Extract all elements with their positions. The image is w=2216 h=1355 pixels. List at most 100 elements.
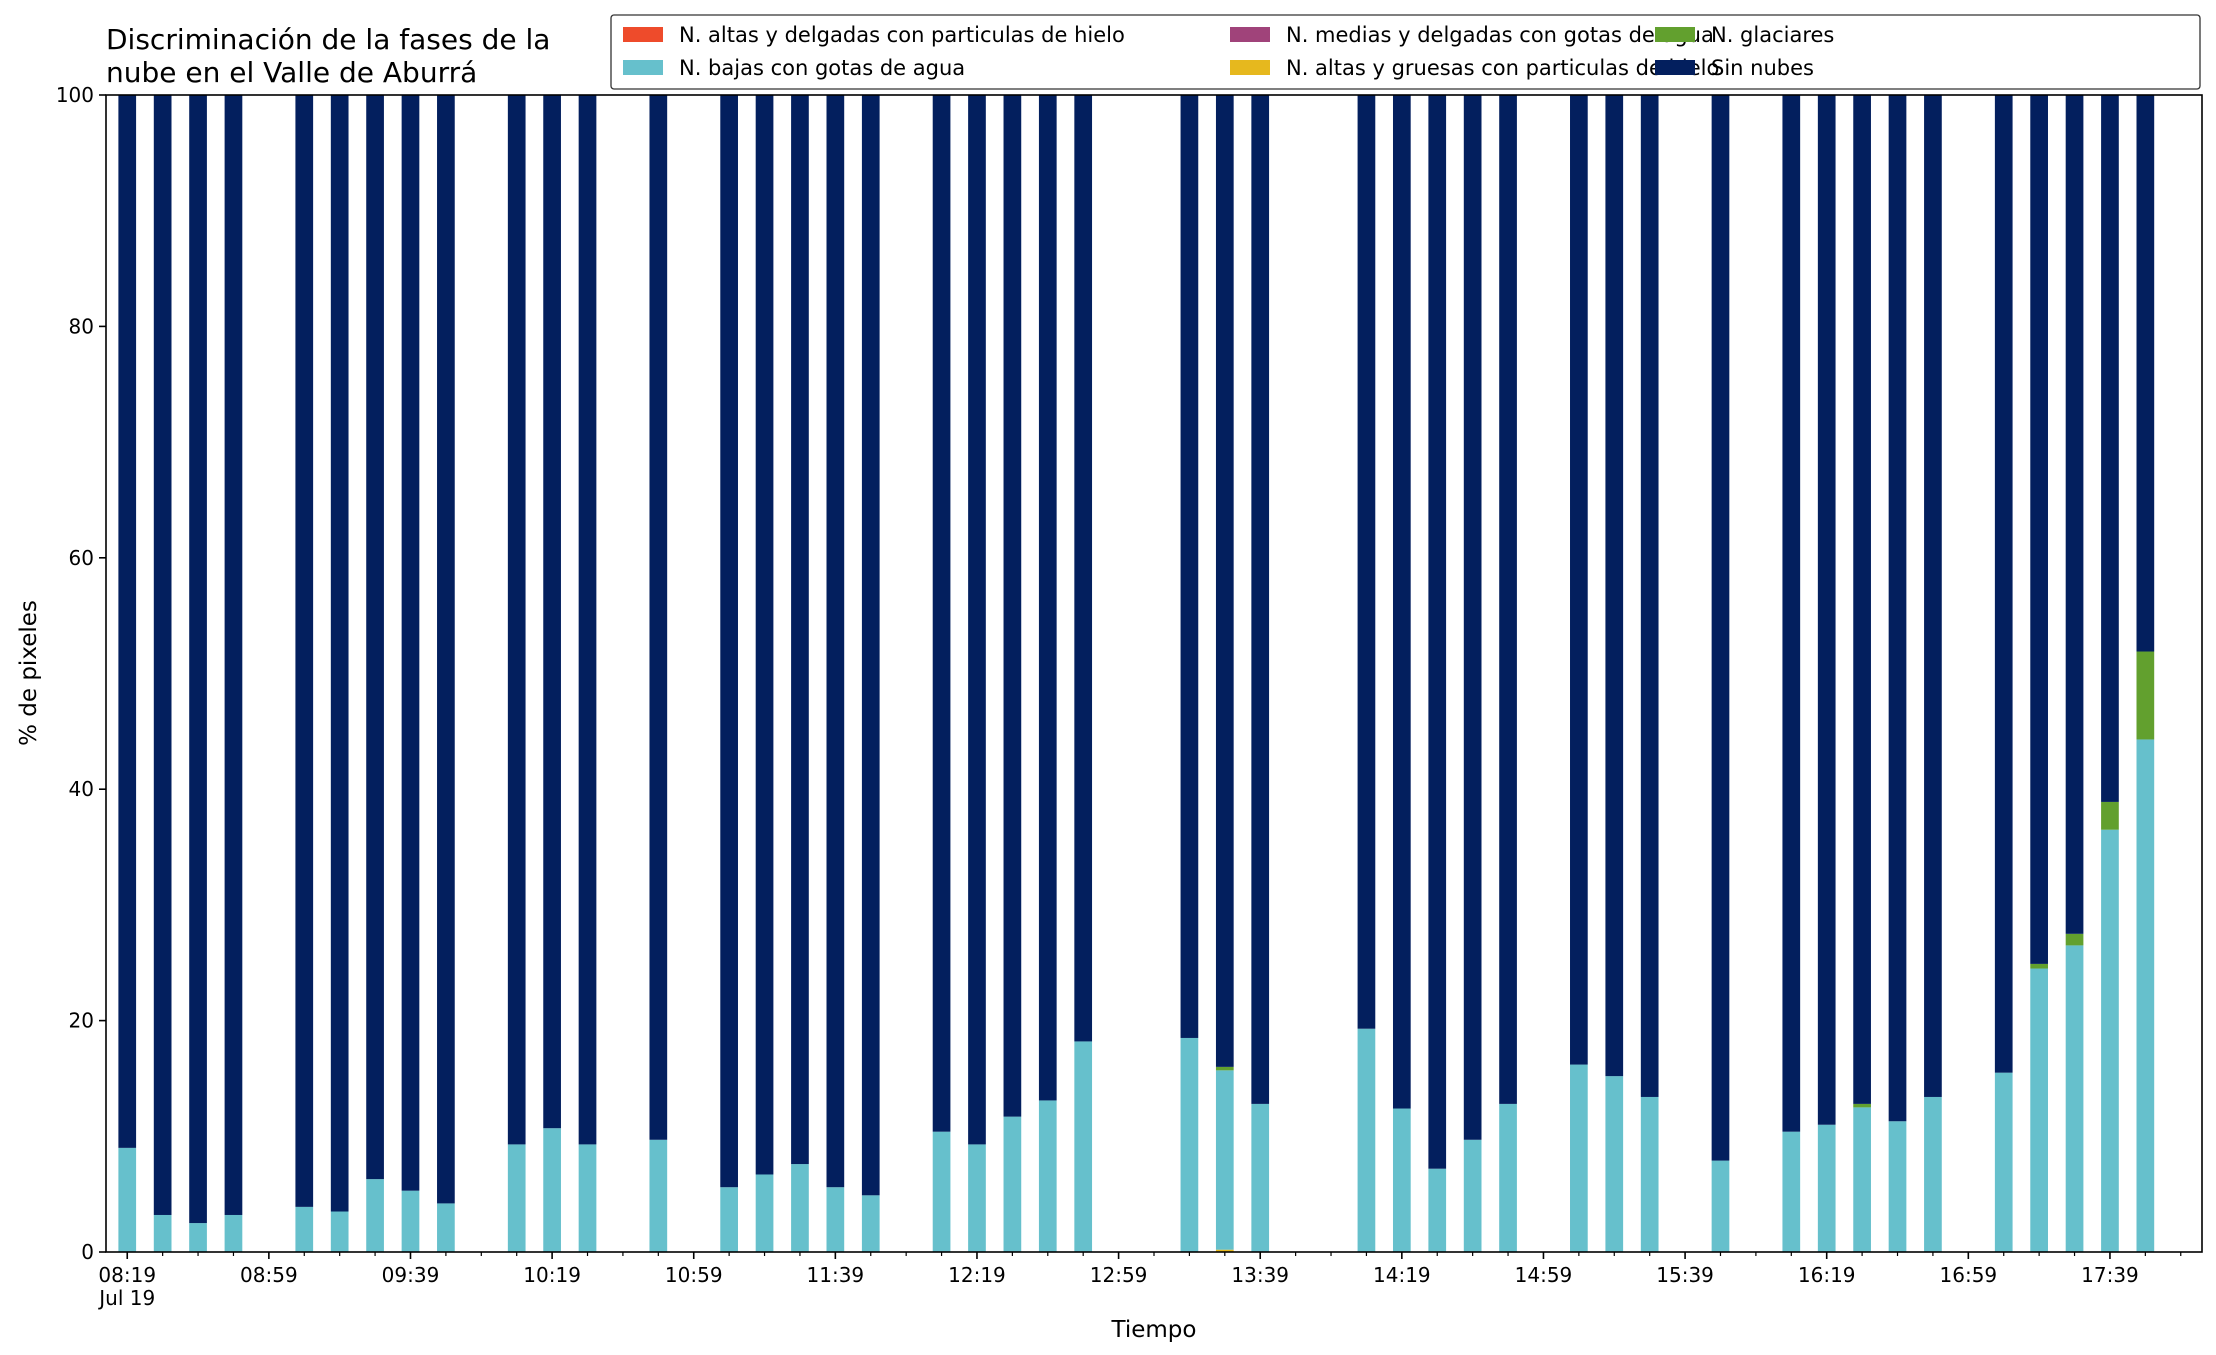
bar-segment [720,1187,738,1252]
bar-segment [224,1214,243,1252]
bar-segment [1853,1103,1871,1108]
bar-segment [189,1223,207,1252]
x-tick-sublabel: Jul 19 [97,1286,155,1310]
y-tick-label: 40 [69,777,94,801]
legend-box [610,14,2201,90]
bar-segment [1074,1041,1093,1252]
bar-stack [153,95,172,1252]
bar-segment [1180,95,1199,1038]
bar-segment [791,95,809,1165]
bar-segment [1853,95,1871,1104]
bar-segment [1357,1028,1376,1252]
bar-stack [1924,95,1942,1252]
legend-item: Sin nubes [1655,56,1814,80]
bar-stack [224,95,243,1252]
bar-segment [1428,1168,1447,1252]
bar-segment [330,1211,349,1252]
legend-item: N. glaciares [1655,23,1834,47]
bar-segment [1499,1103,1517,1252]
bar-segment [1215,1070,1234,1250]
bar-stack [791,95,809,1252]
x-tick-label: 15:39 [1656,1263,1714,1287]
bar-segment [1038,1100,1057,1252]
bar-segment [437,1203,455,1252]
bar-stack [2136,95,2155,1252]
bar-segment [1570,95,1588,1065]
bar-segment [1180,1037,1199,1252]
legend: N. altas y delgadas con particulas de hi… [610,14,2201,90]
bar-segment [932,95,951,1132]
chart-title-line-1: Discriminación de la fases de la [106,23,550,56]
bar-stack [543,95,561,1252]
legend-swatch [1655,27,1695,42]
bar-stack [1711,95,1730,1252]
x-tick-label: 13:39 [1231,1263,1289,1287]
x-tick-label: 10:59 [665,1263,723,1287]
chart-title-line-2: nube en el Valle de Aburrá [106,56,477,89]
y-tick-label: 80 [69,314,94,338]
bar-stack [1499,95,1517,1252]
bar-segment [295,1206,314,1252]
bar-segment [1640,95,1659,1097]
x-tick-label: 16:59 [1940,1263,1998,1287]
x-tick-label: 16:19 [1798,1263,1856,1287]
bar-segment [1003,1116,1022,1252]
bar-segment [1924,1096,1942,1252]
bar-stack [1570,95,1588,1252]
bar-segment [1570,1064,1588,1252]
bar-segment [968,1144,986,1252]
bar-stack [720,95,738,1252]
bar-segment [366,95,384,1180]
bar-stack [826,95,845,1252]
legend-swatch [1230,60,1270,75]
bar-segment [578,95,597,1145]
bar-stack [1074,95,1093,1252]
bar-segment [2136,739,2155,1252]
bar-segment [1640,1096,1659,1252]
bar-stack [1392,95,1411,1252]
bar-stack [1003,95,1022,1252]
x-tick-label: 12:59 [1090,1263,1148,1287]
bar-stack [1782,95,1801,1252]
bar-segment [1463,95,1482,1140]
y-tick-label: 100 [56,83,94,107]
bar-segment [1215,1066,1234,1071]
bar-stack [1888,95,1907,1252]
bar-segment [649,95,668,1140]
x-tick-label: 11:39 [807,1263,865,1287]
bar-segment [2065,95,2084,934]
bar-segment [791,1164,809,1252]
legend-item: N. altas y gruesas con particulas de hie… [1230,56,1719,80]
y-tick-label: 20 [69,1009,94,1033]
bar-stack [1640,95,1659,1252]
bar-stack [189,95,207,1252]
bar-segment [1215,1249,1234,1252]
bar-stack [401,95,420,1252]
bar-stack [1428,95,1447,1252]
bar-stack [861,95,880,1252]
bar-segment [437,95,455,1204]
bar-segment [2030,963,2048,969]
legend-label: N. altas y delgadas con particulas de hi… [679,23,1125,47]
bar-segment [1357,95,1376,1029]
bars-layer [118,95,2155,1252]
bar-stack [968,95,986,1252]
legend-label: Sin nubes [1711,56,1814,80]
legend-label: N. bajas con gotas de agua [679,56,965,80]
bar-stack [1251,95,1270,1252]
bar-segment [2065,933,2084,946]
bar-segment [1499,95,1517,1104]
bar-segment [2136,651,2155,740]
bar-segment [826,95,845,1188]
bar-stack [1038,95,1057,1252]
bar-segment [1215,95,1234,1067]
bar-segment [1251,95,1270,1104]
bar-stack [1817,95,1836,1252]
bar-segment [543,95,561,1129]
bar-segment [1428,95,1447,1169]
legend-label: N. altas y gruesas con particulas de hie… [1286,56,1719,80]
bar-stack [1605,95,1624,1252]
bar-segment [578,1144,597,1252]
bar-segment [861,1195,880,1252]
